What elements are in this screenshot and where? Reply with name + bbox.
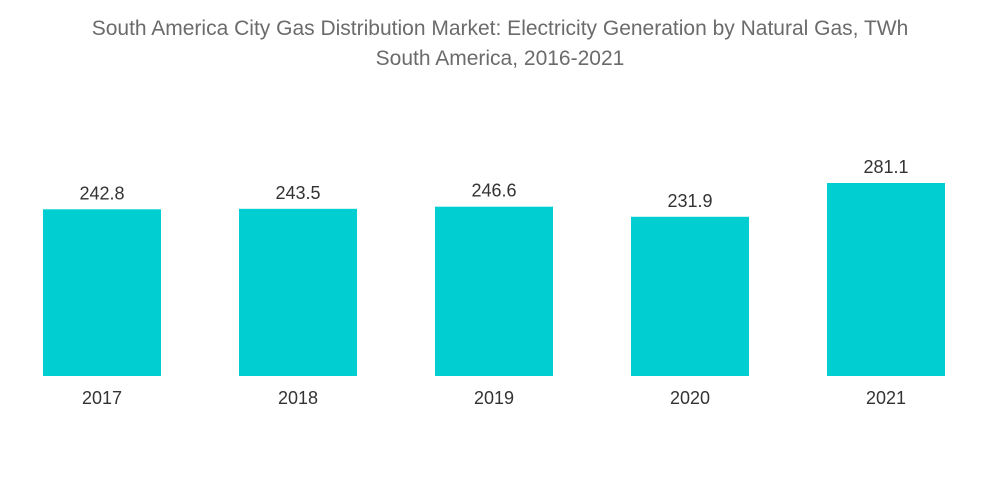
bar-2018: [239, 208, 357, 376]
bar-2020: [631, 216, 749, 376]
bar-value-label-2021: 281.1: [863, 157, 908, 177]
x-tick-label-2018: 2018: [278, 388, 318, 408]
bar-value-label-2017: 242.8: [79, 183, 124, 203]
chart-title-block: South America City Gas Distribution Mark…: [0, 14, 1000, 74]
x-tick-label-2017: 2017: [82, 388, 122, 408]
bar-value-label-2018: 243.5: [275, 183, 320, 203]
chart-subtitle: South America, 2016-2021: [375, 47, 625, 70]
chart-title: South America City Gas Distribution Mark…: [91, 17, 909, 40]
bar-2017: [43, 209, 161, 376]
x-tick-label-2020: 2020: [670, 388, 710, 408]
bar-value-label-2020: 231.9: [667, 191, 712, 211]
x-tick-label-2021: 2021: [866, 388, 906, 408]
x-tick-label-2019: 2019: [474, 388, 514, 408]
bar-2021: [827, 183, 945, 376]
bar-2019: [435, 206, 553, 376]
bar-value-label-2019: 246.6: [471, 181, 516, 201]
